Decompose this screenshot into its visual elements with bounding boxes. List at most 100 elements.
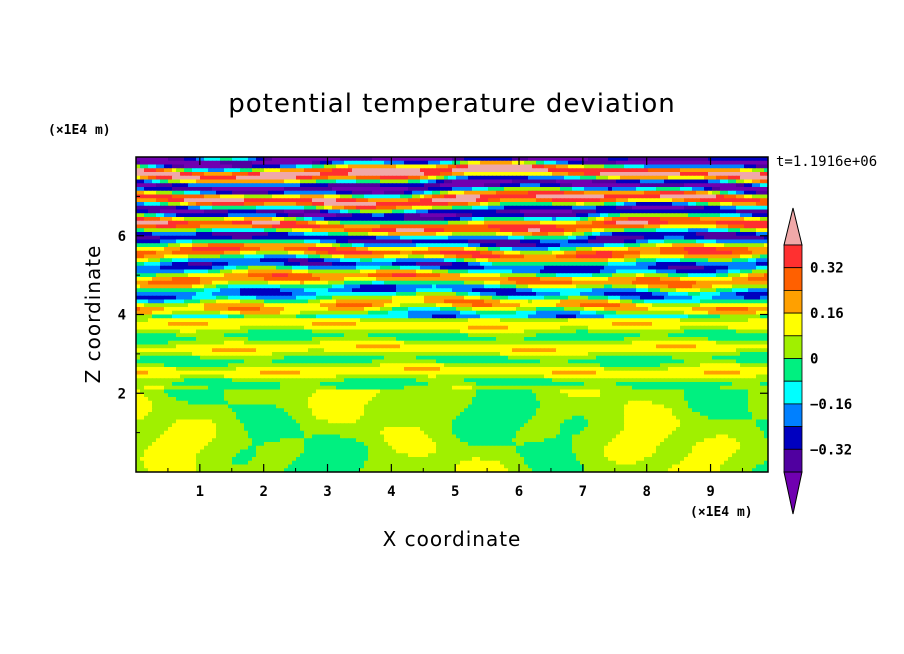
- contour-cell: [544, 172, 549, 177]
- contour-cell: [756, 220, 761, 226]
- contour-cell: [636, 239, 641, 244]
- contour-cell: [412, 194, 417, 199]
- contour-cell: [164, 164, 169, 169]
- contour-cell: [692, 172, 697, 177]
- contour-cell: [320, 183, 325, 188]
- contour-cell: [692, 220, 697, 226]
- contour-cell: [220, 273, 225, 278]
- contour-cell: [264, 217, 269, 222]
- contour-cell: [168, 254, 173, 259]
- contour-cell: [412, 168, 417, 173]
- contour-cell: [468, 179, 473, 184]
- contour-cell: [160, 187, 165, 192]
- contour-cell: [168, 183, 173, 188]
- contour-cell: [568, 205, 573, 211]
- contour-cell: [436, 273, 441, 278]
- contour-cell: [732, 235, 737, 241]
- contour-cell: [384, 250, 389, 256]
- contour-cell: [340, 243, 345, 248]
- contour-cell: [252, 243, 257, 248]
- contour-cell: [660, 179, 665, 184]
- contour-cell: [156, 265, 161, 271]
- contour-cell: [644, 179, 649, 184]
- contour-cell: [240, 209, 245, 214]
- contour-cell: [220, 262, 225, 267]
- contour-cell: [424, 232, 429, 237]
- contour-cell: [620, 187, 625, 192]
- contour-cell: [252, 247, 257, 252]
- time-stamp: t=1.1916e+06: [776, 154, 877, 170]
- contour-cell: [184, 168, 189, 173]
- contour-cell: [380, 243, 385, 248]
- contour-cell: [680, 164, 685, 169]
- contour-cell: [172, 224, 177, 229]
- contour-cell: [672, 164, 677, 169]
- contour-cell: [576, 209, 581, 214]
- contour-cell: [468, 235, 473, 241]
- contour-cell: [688, 217, 693, 222]
- contour-cell: [500, 164, 505, 169]
- contour-cell: [436, 190, 441, 196]
- contour-cell: [708, 179, 713, 184]
- contour-cell: [308, 164, 313, 169]
- contour-cell: [432, 228, 437, 233]
- contour-cell: [636, 164, 641, 169]
- contour-cell: [560, 247, 565, 252]
- contour-cell: [532, 172, 537, 177]
- contour-cell: [156, 273, 161, 278]
- contour-cell: [240, 168, 245, 173]
- contour-cell: [388, 228, 393, 233]
- contour-cell: [664, 160, 669, 166]
- contour-cell: [284, 198, 289, 203]
- contour-cell: [404, 213, 409, 218]
- contour-cell: [752, 258, 757, 263]
- contour-cell: [592, 209, 597, 214]
- contour-cell: [472, 190, 477, 196]
- contour-cell: [712, 262, 717, 267]
- contour-cell: [180, 194, 185, 199]
- contour-cell: [624, 157, 629, 162]
- contour-cell: [760, 228, 765, 233]
- contour-cell: [360, 262, 365, 267]
- contour-cell: [404, 172, 409, 177]
- contour-cell: [432, 164, 437, 169]
- contour-cell: [388, 262, 393, 267]
- contour-cell: [472, 213, 477, 218]
- contour-cell: [600, 265, 605, 271]
- contour-cell: [300, 228, 305, 233]
- contour-cell: [628, 235, 633, 241]
- contour-cell: [496, 198, 501, 203]
- contour-cell: [716, 254, 721, 259]
- contour-cell: [616, 209, 621, 214]
- contour-cell: [644, 175, 649, 181]
- contour-cell: [508, 175, 513, 181]
- contour-cell: [188, 198, 193, 203]
- contour-cell: [392, 258, 397, 263]
- contour-cell: [144, 187, 149, 192]
- contour-cell: [732, 183, 737, 188]
- contour-cell: [620, 265, 625, 271]
- contour-cell: [136, 247, 141, 252]
- contour-cell: [748, 224, 753, 229]
- contour-cell: [152, 220, 157, 226]
- contour-cell: [276, 217, 281, 222]
- contour-cell: [460, 265, 465, 271]
- contour-cell: [272, 224, 277, 229]
- contour-cell: [692, 250, 697, 256]
- contour-cell: [440, 172, 445, 177]
- contour-cell: [480, 239, 485, 244]
- contour-cell: [524, 172, 529, 177]
- contour-cell: [748, 250, 753, 256]
- contour-cell: [596, 190, 601, 196]
- contour-cell: [444, 202, 449, 207]
- contour-cell: [552, 232, 557, 237]
- contour-cell: [188, 217, 193, 222]
- contour-cell: [532, 262, 537, 267]
- contour-cell: [556, 160, 561, 166]
- contour-cell: [672, 250, 677, 256]
- contour-cell: [508, 190, 513, 196]
- contour-cell: [244, 175, 249, 181]
- contour-cell: [704, 179, 709, 184]
- contour-cell: [308, 172, 313, 177]
- contour-cell: [732, 213, 737, 218]
